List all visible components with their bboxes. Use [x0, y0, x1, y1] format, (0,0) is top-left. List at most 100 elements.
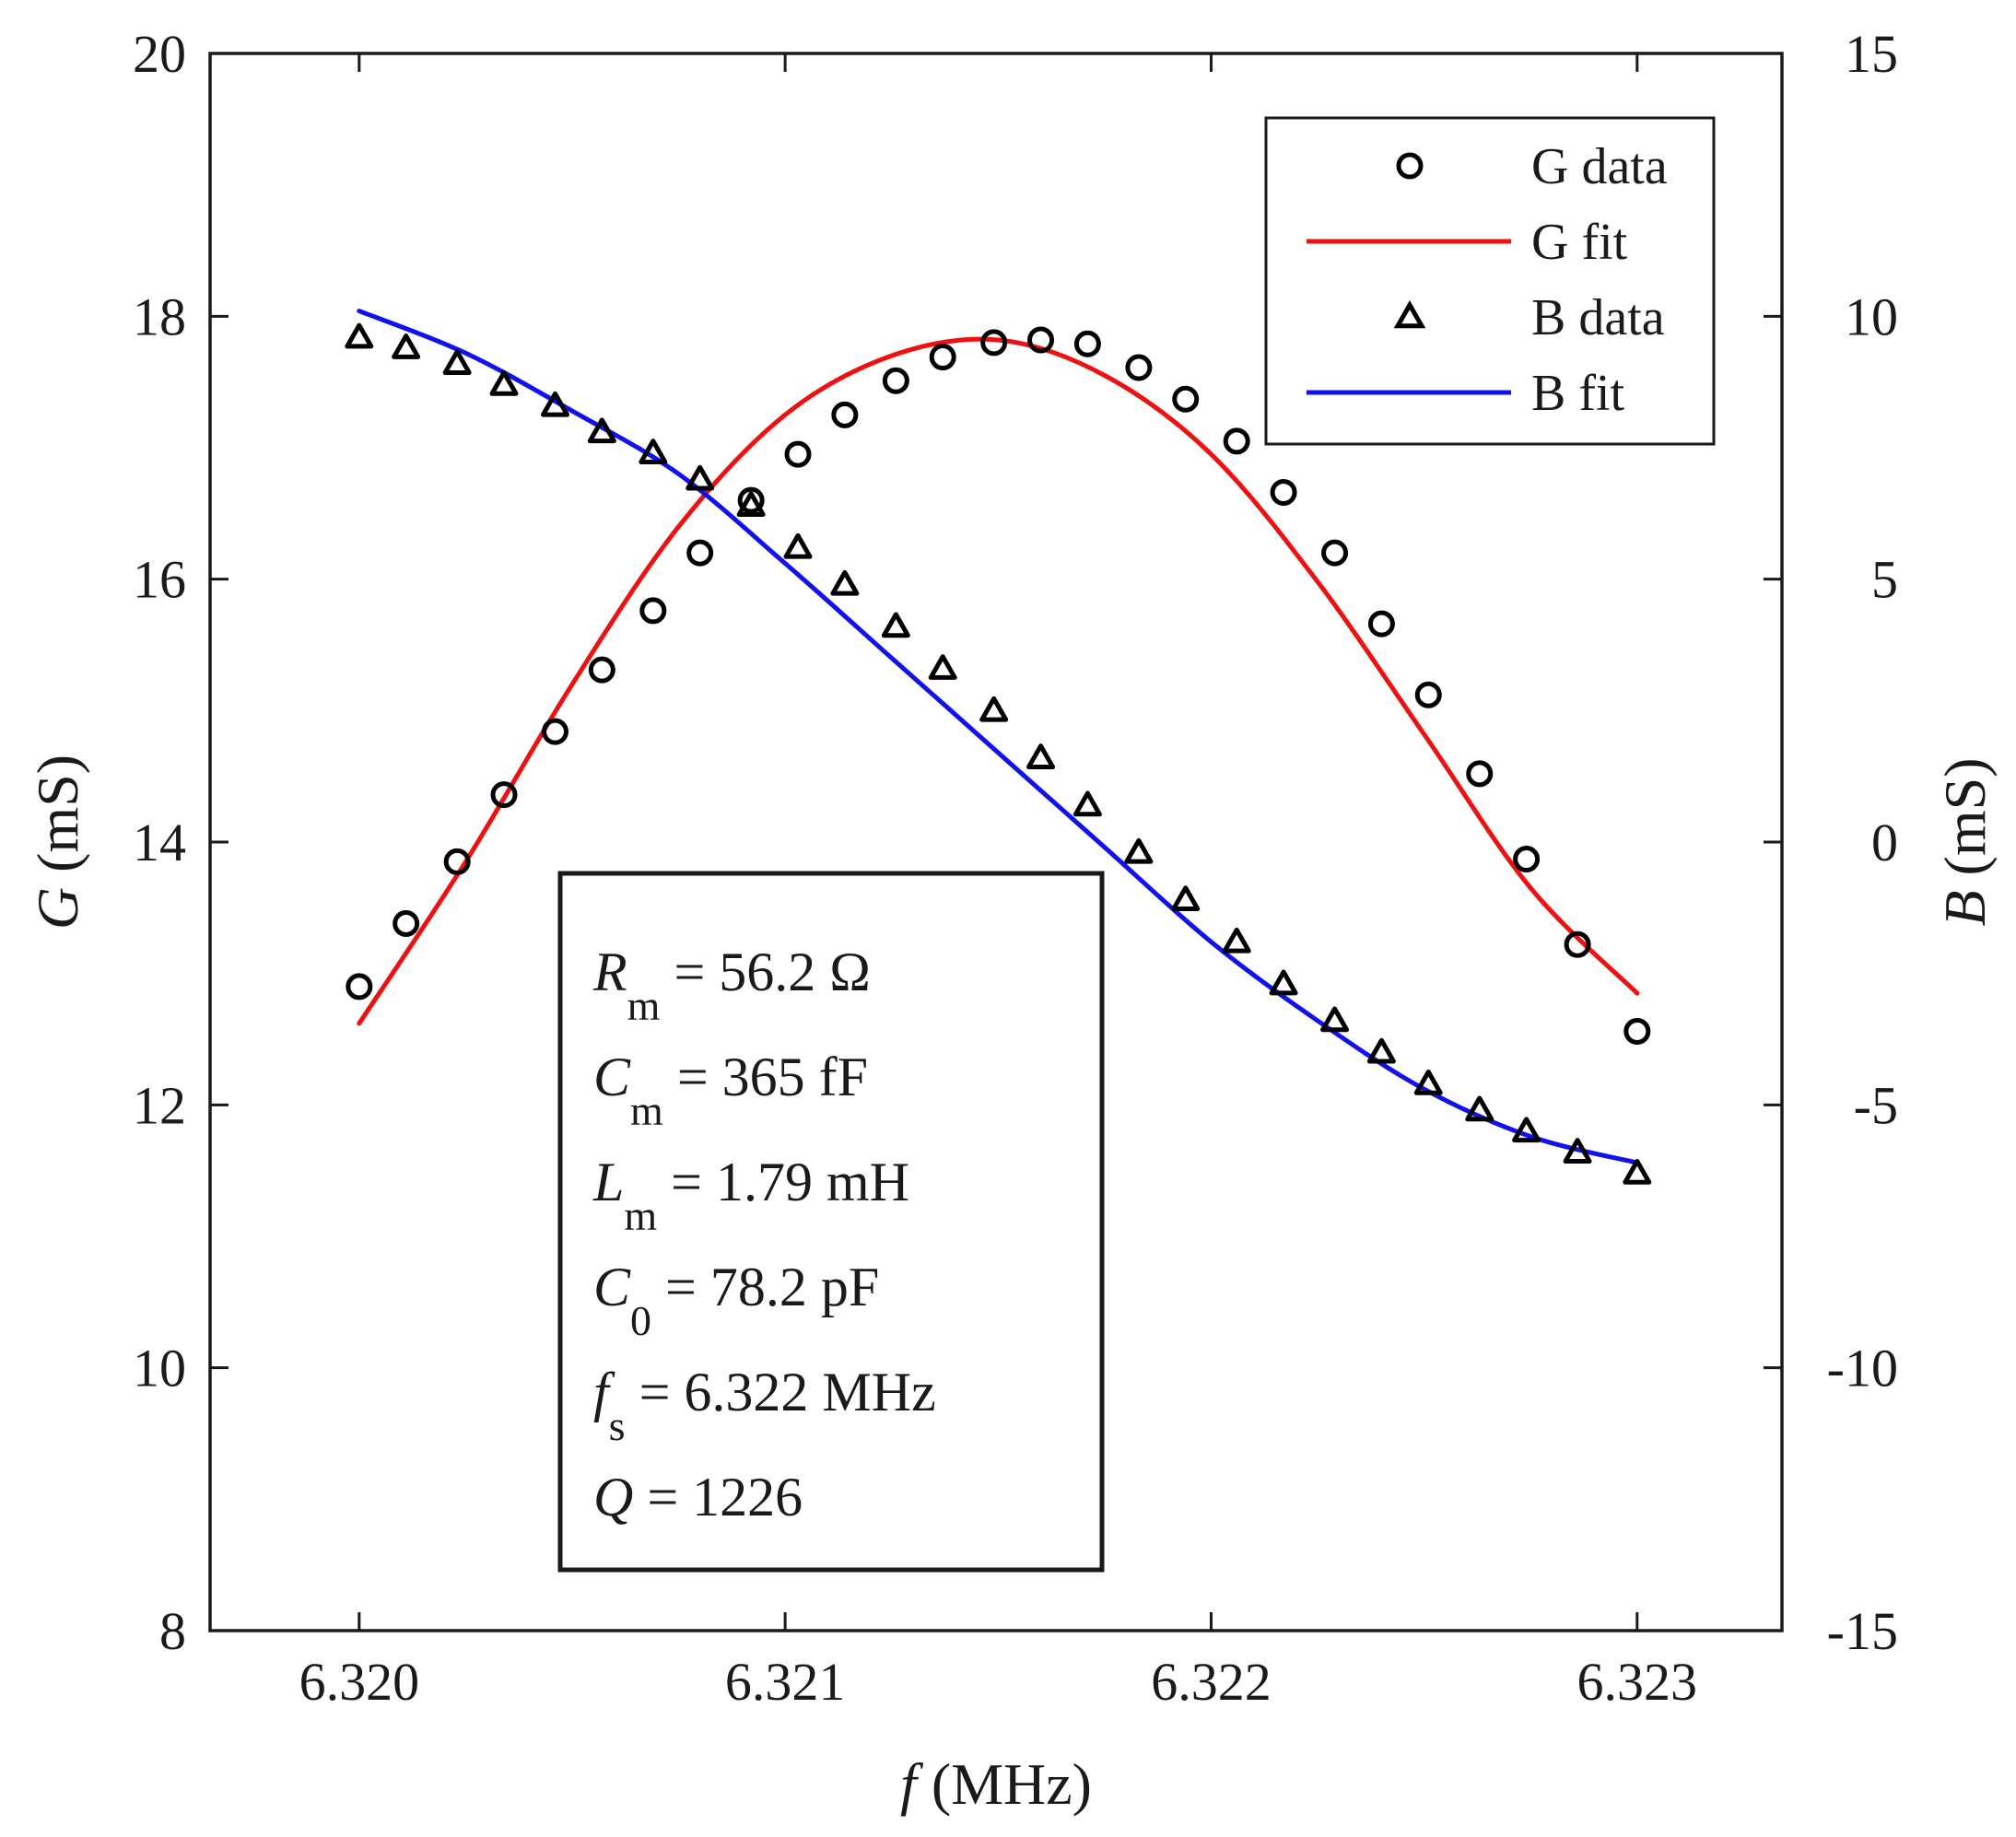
- y-right-tick-label: -15: [1827, 1601, 1898, 1661]
- g-data-point: [980, 329, 1008, 357]
- x-tick-label: 6.323: [1577, 1652, 1698, 1712]
- g-data-point: [1623, 1017, 1651, 1045]
- b-data-point: [345, 322, 374, 349]
- b-data-point: [979, 696, 1009, 722]
- y-right-tick-label: 0: [1871, 813, 1898, 872]
- parameter-line: Rm = 56.2 Ω: [592, 942, 871, 1029]
- b-data-point: [1465, 1095, 1494, 1122]
- legend-g-data-marker: [1396, 152, 1424, 180]
- y-right-unit: (mS): [1932, 757, 1998, 890]
- x-axis-unit: (MHz): [917, 1751, 1092, 1817]
- b-data-point: [928, 654, 957, 680]
- b-data-point: [1222, 927, 1251, 954]
- b-data-point: [686, 464, 715, 491]
- y-left-tick-label: 20: [133, 24, 186, 84]
- g-data-point: [1367, 610, 1395, 638]
- y-left-unit: (mS): [25, 755, 90, 887]
- g-data-point: [1172, 385, 1200, 413]
- x-tick-label: 6.322: [1151, 1652, 1272, 1712]
- legend-b-data-label: B data: [1531, 289, 1665, 346]
- b-data-point: [1171, 885, 1201, 912]
- y-left-tick-label: 12: [133, 1075, 186, 1135]
- legend-g-data-label: G data: [1531, 138, 1668, 195]
- legend-b-fit-label: B fit: [1531, 365, 1625, 422]
- y-axis-left-title: G (mS): [25, 755, 90, 930]
- y-right-tick-label: 5: [1871, 550, 1898, 610]
- g-data-point: [346, 973, 373, 1000]
- svg-text:G (mS): G (mS): [25, 755, 90, 930]
- b-data-point: [1623, 1159, 1652, 1185]
- g-data-point: [490, 781, 518, 809]
- y-right-tick-label: -10: [1827, 1339, 1898, 1398]
- b-data-point: [1320, 1006, 1350, 1033]
- b-data-point: [783, 532, 813, 559]
- g-data-point: [639, 597, 667, 625]
- g-data-point: [686, 539, 714, 567]
- b-data-point: [1563, 1138, 1592, 1164]
- g-data-point: [1513, 846, 1541, 873]
- b-data-point: [1413, 1070, 1443, 1095]
- b-data-point: [639, 439, 668, 464]
- g-data-point: [737, 486, 765, 514]
- x-tick-label: 6.320: [299, 1652, 420, 1712]
- g-data-point: [882, 367, 909, 394]
- x-tick-label: 6.321: [725, 1652, 846, 1712]
- parameter-line: Q = 1226: [593, 1467, 803, 1527]
- y-left-symbol: G: [25, 887, 90, 930]
- y-left-tick-label: 16: [133, 550, 186, 610]
- g-data-point: [929, 344, 956, 371]
- legend: G data G fit B data B fit: [1264, 116, 1716, 446]
- g-data-point: [1564, 930, 1591, 958]
- x-axis-title: f (MHz): [900, 1751, 1092, 1817]
- g-data-point: [1321, 539, 1349, 567]
- g-data-point: [831, 401, 859, 428]
- parameter-line: C0 = 78.2 pF: [593, 1257, 879, 1344]
- y-right-tick-label: 10: [1845, 287, 1898, 346]
- b-data-point: [1124, 837, 1154, 864]
- g-data-point: [1073, 330, 1101, 357]
- g-data-point: [1027, 326, 1055, 354]
- b-data-point: [736, 491, 766, 518]
- g-data-point: [784, 440, 812, 468]
- y-right-symbol: B: [1932, 890, 1998, 926]
- b-data-point: [587, 417, 616, 444]
- parameter-box-frame: [557, 871, 1105, 1573]
- b-data-point: [392, 333, 421, 359]
- b-data-point: [489, 370, 519, 396]
- g-data-point: [588, 656, 615, 684]
- y-right-tick-label: 15: [1845, 24, 1898, 84]
- b-data-point: [830, 569, 860, 596]
- svg-text:f (MHz): f (MHz): [900, 1751, 1092, 1817]
- y-left-tick-label: 8: [159, 1601, 186, 1661]
- parameter-line: Cm = 365 fF: [593, 1047, 868, 1134]
- g-data-point: [1414, 681, 1442, 708]
- b-data-point: [1512, 1117, 1541, 1143]
- svg-text:B (mS): B (mS): [1932, 757, 1998, 926]
- g-data-point: [1223, 427, 1250, 455]
- b-data-point: [1072, 790, 1102, 817]
- g-data-point: [1466, 760, 1494, 788]
- y-axis-right-title: B (mS): [1932, 757, 1998, 926]
- g-data-point: [1125, 354, 1153, 381]
- legend-g-fit-label: G fit: [1531, 214, 1628, 271]
- y-left-tick-label: 18: [133, 287, 186, 346]
- parameter-line: fs = 6.322 MHz: [593, 1362, 936, 1449]
- parameter-line: Lm = 1.79 mH: [592, 1152, 909, 1239]
- g-fit-line: [357, 336, 1640, 1026]
- b-data-point: [1269, 969, 1298, 996]
- b-data-point: [442, 349, 472, 375]
- b-data-point: [1026, 743, 1056, 769]
- y-left-tick-label: 10: [133, 1339, 186, 1398]
- legend-b-data-marker: [1393, 299, 1426, 329]
- legend-box: [1264, 116, 1716, 446]
- y-left-tick-label: 14: [133, 813, 186, 872]
- g-data-point: [443, 848, 471, 875]
- g-data-point: [541, 718, 568, 745]
- parameter-box: Rm = 56.2 Ω Cm = 365 fF Lm = 1.79 mH C0 = 7…: [557, 871, 1105, 1573]
- b-data-point: [1366, 1037, 1396, 1064]
- g-data-point: [1270, 479, 1297, 507]
- b-data-point: [540, 391, 569, 417]
- g-data-point: [393, 909, 420, 937]
- b-data-point: [881, 612, 910, 638]
